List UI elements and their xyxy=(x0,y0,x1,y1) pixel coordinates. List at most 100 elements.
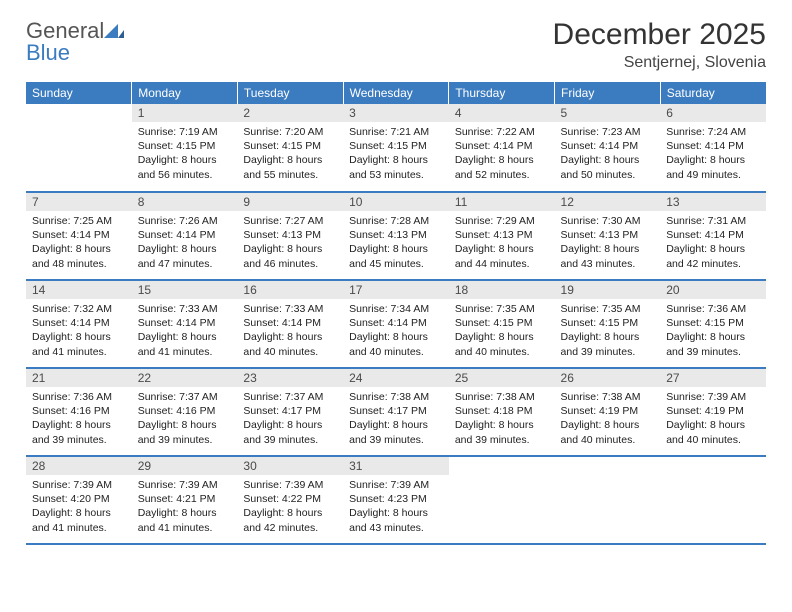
day-body: Sunrise: 7:32 AMSunset: 4:14 PMDaylight:… xyxy=(26,299,132,363)
daylight-line: Daylight: 8 hours and 41 minutes. xyxy=(32,506,126,534)
calendar-day-cell: 30Sunrise: 7:39 AMSunset: 4:22 PMDayligh… xyxy=(237,456,343,544)
daylight-line: Daylight: 8 hours and 49 minutes. xyxy=(666,153,760,181)
sunset-line: Sunset: 4:22 PM xyxy=(243,492,337,506)
calendar-day-cell: 24Sunrise: 7:38 AMSunset: 4:17 PMDayligh… xyxy=(343,368,449,456)
daylight-line: Daylight: 8 hours and 52 minutes. xyxy=(455,153,549,181)
sunrise-line: Sunrise: 7:35 AM xyxy=(455,302,549,316)
sunrise-line: Sunrise: 7:36 AM xyxy=(666,302,760,316)
day-body: Sunrise: 7:39 AMSunset: 4:20 PMDaylight:… xyxy=(26,475,132,539)
calendar-week-row: 1Sunrise: 7:19 AMSunset: 4:15 PMDaylight… xyxy=(26,104,766,192)
calendar-day-cell: 13Sunrise: 7:31 AMSunset: 4:14 PMDayligh… xyxy=(660,192,766,280)
day-number: 31 xyxy=(343,457,449,475)
day-body: Sunrise: 7:36 AMSunset: 4:15 PMDaylight:… xyxy=(660,299,766,363)
sunset-line: Sunset: 4:16 PM xyxy=(138,404,232,418)
sunset-line: Sunset: 4:15 PM xyxy=(349,139,443,153)
daylight-line: Daylight: 8 hours and 53 minutes. xyxy=(349,153,443,181)
sunset-line: Sunset: 4:20 PM xyxy=(32,492,126,506)
day-body: Sunrise: 7:27 AMSunset: 4:13 PMDaylight:… xyxy=(237,211,343,275)
sunrise-line: Sunrise: 7:25 AM xyxy=(32,214,126,228)
day-number: 25 xyxy=(449,369,555,387)
sunset-line: Sunset: 4:14 PM xyxy=(243,316,337,330)
day-number: 4 xyxy=(449,104,555,122)
sunrise-line: Sunrise: 7:33 AM xyxy=(243,302,337,316)
daylight-line: Daylight: 8 hours and 40 minutes. xyxy=(243,330,337,358)
day-body: Sunrise: 7:21 AMSunset: 4:15 PMDaylight:… xyxy=(343,122,449,186)
calendar-day-cell: 11Sunrise: 7:29 AMSunset: 4:13 PMDayligh… xyxy=(449,192,555,280)
calendar-day-cell: 9Sunrise: 7:27 AMSunset: 4:13 PMDaylight… xyxy=(237,192,343,280)
sunrise-line: Sunrise: 7:38 AM xyxy=(349,390,443,404)
sunset-line: Sunset: 4:17 PM xyxy=(243,404,337,418)
day-body: Sunrise: 7:30 AMSunset: 4:13 PMDaylight:… xyxy=(555,211,661,275)
sunset-line: Sunset: 4:15 PM xyxy=(243,139,337,153)
day-body: Sunrise: 7:38 AMSunset: 4:17 PMDaylight:… xyxy=(343,387,449,451)
daylight-line: Daylight: 8 hours and 39 minutes. xyxy=(243,418,337,446)
day-body: Sunrise: 7:25 AMSunset: 4:14 PMDaylight:… xyxy=(26,211,132,275)
sunset-line: Sunset: 4:14 PM xyxy=(138,316,232,330)
day-number: 10 xyxy=(343,193,449,211)
day-number: 28 xyxy=(26,457,132,475)
day-body: Sunrise: 7:34 AMSunset: 4:14 PMDaylight:… xyxy=(343,299,449,363)
day-number: 18 xyxy=(449,281,555,299)
sunset-line: Sunset: 4:14 PM xyxy=(349,316,443,330)
calendar-day-cell xyxy=(660,456,766,544)
day-number: 15 xyxy=(132,281,238,299)
day-header: Tuesday xyxy=(237,82,343,104)
day-header: Saturday xyxy=(660,82,766,104)
calendar-header-row: Sunday Monday Tuesday Wednesday Thursday… xyxy=(26,82,766,104)
sunset-line: Sunset: 4:14 PM xyxy=(455,139,549,153)
sunset-line: Sunset: 4:14 PM xyxy=(138,228,232,242)
calendar-week-row: 7Sunrise: 7:25 AMSunset: 4:14 PMDaylight… xyxy=(26,192,766,280)
calendar-day-cell: 4Sunrise: 7:22 AMSunset: 4:14 PMDaylight… xyxy=(449,104,555,192)
day-body: Sunrise: 7:35 AMSunset: 4:15 PMDaylight:… xyxy=(449,299,555,363)
daylight-line: Daylight: 8 hours and 39 minutes. xyxy=(138,418,232,446)
sunset-line: Sunset: 4:13 PM xyxy=(561,228,655,242)
day-number: 5 xyxy=(555,104,661,122)
day-body: Sunrise: 7:26 AMSunset: 4:14 PMDaylight:… xyxy=(132,211,238,275)
daylight-line: Daylight: 8 hours and 40 minutes. xyxy=(561,418,655,446)
day-body: Sunrise: 7:39 AMSunset: 4:19 PMDaylight:… xyxy=(660,387,766,451)
sunset-line: Sunset: 4:13 PM xyxy=(349,228,443,242)
day-body: Sunrise: 7:38 AMSunset: 4:19 PMDaylight:… xyxy=(555,387,661,451)
sunrise-line: Sunrise: 7:39 AM xyxy=(32,478,126,492)
daylight-line: Daylight: 8 hours and 42 minutes. xyxy=(666,242,760,270)
calendar-day-cell: 12Sunrise: 7:30 AMSunset: 4:13 PMDayligh… xyxy=(555,192,661,280)
sunset-line: Sunset: 4:21 PM xyxy=(138,492,232,506)
daylight-line: Daylight: 8 hours and 41 minutes. xyxy=(138,506,232,534)
calendar-day-cell: 31Sunrise: 7:39 AMSunset: 4:23 PMDayligh… xyxy=(343,456,449,544)
calendar-day-cell: 6Sunrise: 7:24 AMSunset: 4:14 PMDaylight… xyxy=(660,104,766,192)
sunrise-line: Sunrise: 7:36 AM xyxy=(32,390,126,404)
daylight-line: Daylight: 8 hours and 40 minutes. xyxy=(455,330,549,358)
daylight-line: Daylight: 8 hours and 40 minutes. xyxy=(349,330,443,358)
day-body: Sunrise: 7:37 AMSunset: 4:17 PMDaylight:… xyxy=(237,387,343,451)
daylight-line: Daylight: 8 hours and 39 minutes. xyxy=(349,418,443,446)
sunset-line: Sunset: 4:14 PM xyxy=(32,228,126,242)
calendar-week-row: 28Sunrise: 7:39 AMSunset: 4:20 PMDayligh… xyxy=(26,456,766,544)
sunset-line: Sunset: 4:19 PM xyxy=(561,404,655,418)
day-header: Monday xyxy=(132,82,238,104)
daylight-line: Daylight: 8 hours and 44 minutes. xyxy=(455,242,549,270)
calendar-day-cell xyxy=(555,456,661,544)
calendar-week-row: 21Sunrise: 7:36 AMSunset: 4:16 PMDayligh… xyxy=(26,368,766,456)
daylight-line: Daylight: 8 hours and 56 minutes. xyxy=(138,153,232,181)
day-body: Sunrise: 7:36 AMSunset: 4:16 PMDaylight:… xyxy=(26,387,132,451)
sunrise-line: Sunrise: 7:39 AM xyxy=(349,478,443,492)
page-subtitle: Sentjernej, Slovenia xyxy=(553,54,766,72)
sunrise-line: Sunrise: 7:39 AM xyxy=(138,478,232,492)
day-header: Thursday xyxy=(449,82,555,104)
day-body: Sunrise: 7:33 AMSunset: 4:14 PMDaylight:… xyxy=(132,299,238,363)
sunrise-line: Sunrise: 7:30 AM xyxy=(561,214,655,228)
sunrise-line: Sunrise: 7:31 AM xyxy=(666,214,760,228)
day-number: 26 xyxy=(555,369,661,387)
day-body: Sunrise: 7:39 AMSunset: 4:21 PMDaylight:… xyxy=(132,475,238,539)
sunset-line: Sunset: 4:14 PM xyxy=(561,139,655,153)
daylight-line: Daylight: 8 hours and 43 minutes. xyxy=(349,506,443,534)
day-body: Sunrise: 7:37 AMSunset: 4:16 PMDaylight:… xyxy=(132,387,238,451)
calendar-day-cell: 25Sunrise: 7:38 AMSunset: 4:18 PMDayligh… xyxy=(449,368,555,456)
daylight-line: Daylight: 8 hours and 55 minutes. xyxy=(243,153,337,181)
day-header: Friday xyxy=(555,82,661,104)
day-body: Sunrise: 7:38 AMSunset: 4:18 PMDaylight:… xyxy=(449,387,555,451)
calendar-day-cell: 10Sunrise: 7:28 AMSunset: 4:13 PMDayligh… xyxy=(343,192,449,280)
sunset-line: Sunset: 4:13 PM xyxy=(455,228,549,242)
calendar-day-cell xyxy=(26,104,132,192)
calendar-day-cell: 8Sunrise: 7:26 AMSunset: 4:14 PMDaylight… xyxy=(132,192,238,280)
